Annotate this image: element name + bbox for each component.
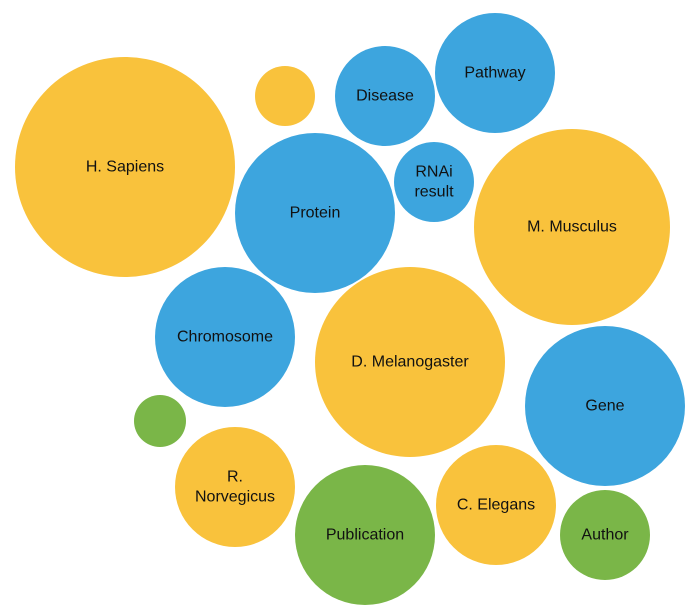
bubble-m-musculus: M. Musculus [474,129,670,325]
bubble-label-pathway: Pathway [464,65,525,82]
bubble-chromosome: Chromosome [155,267,295,407]
bubble-disease: Disease [335,46,435,146]
bubble-circle-m-musculus [474,129,670,325]
bubble-pathway: Pathway [435,13,555,133]
bubble-label-protein: Protein [290,205,341,222]
bubble-label-h-sapiens: H. Sapiens [86,159,164,176]
bubble-label-gene: Gene [585,398,624,415]
bubble-author: Author [560,490,650,580]
bubble-label-disease: Disease [356,88,414,105]
bubble-label-c-elegans: C. Elegans [457,497,535,514]
bubble-label-m-musculus: M. Musculus [527,219,617,236]
bubble-circle-chromosome [155,267,295,407]
bubble-circle-unlabeled-yellow [255,66,315,126]
bubble-label-d-melanogaster: D. Melanogaster [351,354,469,371]
bubble-circle-rnai-result [394,142,474,222]
bubble-protein: Protein [235,133,395,293]
bubble-gene: Gene [525,326,685,486]
bubble-unlabeled-yellow [255,66,315,126]
bubble-circle-r-norvegicus [175,427,295,547]
bubble-rnai-result: RNAi result [394,142,474,222]
bubble-label-r-norvegicus-line-2: Norvegicus [195,489,275,506]
bubble-label-rnai-result-line-1: RNAi [415,164,452,181]
bubble-label-chromosome: Chromosome [177,329,273,346]
bubble-r-norvegicus: R. Norvegicus [175,427,295,547]
bubble-circle-d-melanogaster [315,267,505,457]
bubble-label-publication: Publication [326,527,404,544]
bubble-d-melanogaster: D. Melanogaster [315,267,505,457]
bubble-label-rnai-result-line-2: result [414,184,454,201]
bubble-circle-protein [235,133,395,293]
bubble-circle-author [560,490,650,580]
bubble-c-elegans: C. Elegans [436,445,556,565]
bubble-h-sapiens: H. Sapiens [15,57,235,277]
bubble-label-r-norvegicus-line-1: R. [227,469,243,486]
bubble-circle-c-elegans [436,445,556,565]
bubble-circle-h-sapiens [15,57,235,277]
bubble-circle-disease [335,46,435,146]
bubble-circle-pathway [435,13,555,133]
bubble-unlabeled-green [134,395,186,447]
bubble-label-author: Author [581,527,629,544]
bubble-circle-unlabeled-green [134,395,186,447]
bubble-circle-gene [525,326,685,486]
bubble-circle-publication [295,465,435,605]
bubble-publication: Publication [295,465,435,605]
